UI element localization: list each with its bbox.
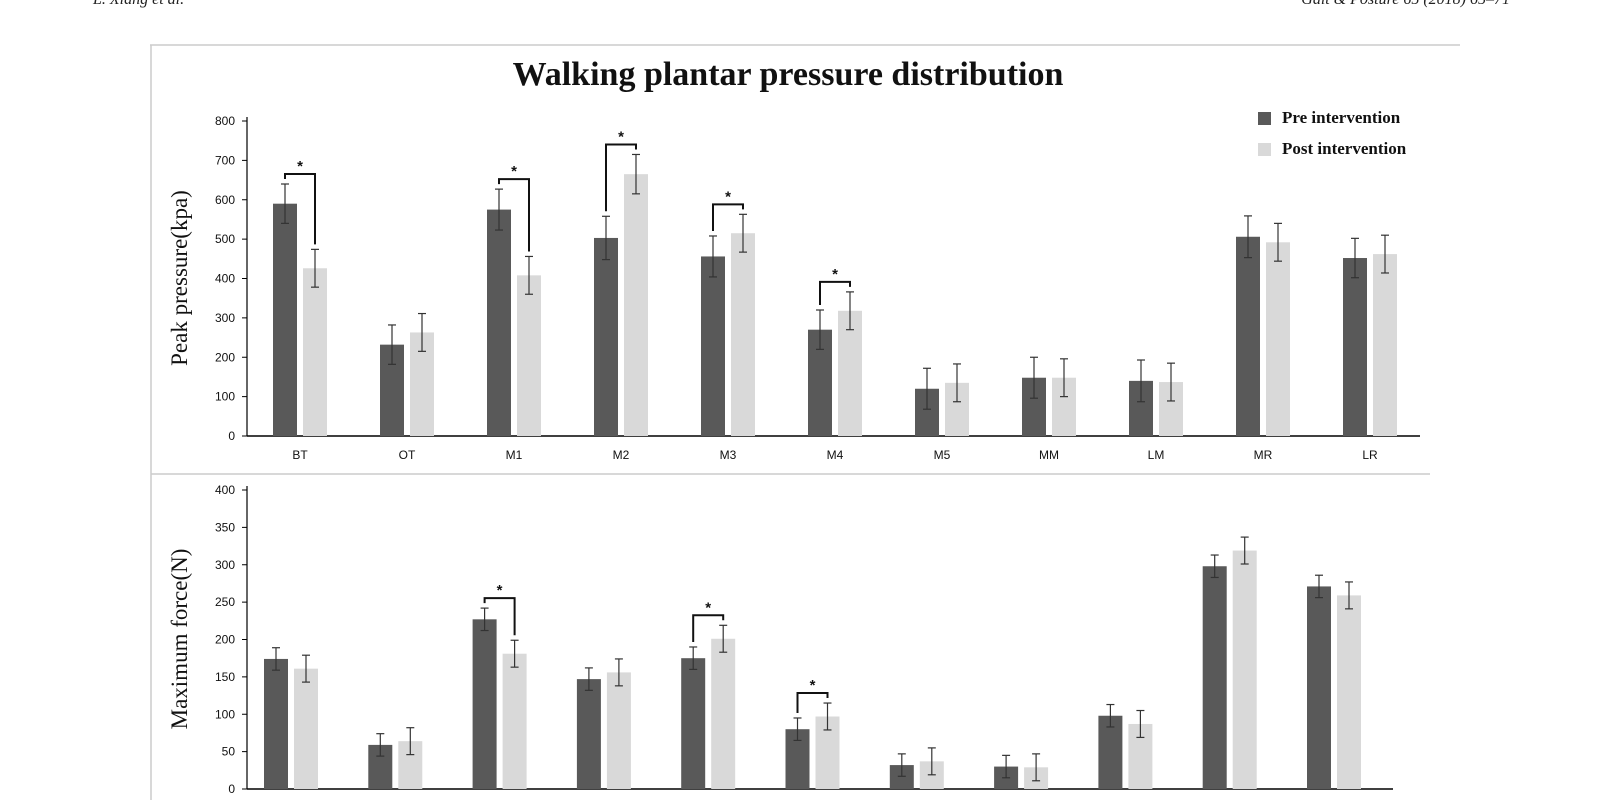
chart2-y-tick-label: 300: [215, 558, 235, 572]
chart1-significance-bracket: [819, 280, 851, 305]
chart1-y-tick-label: 400: [215, 272, 235, 286]
chart1-bar-pre: [487, 209, 511, 436]
chart1-category-label: M1: [506, 448, 523, 462]
chart1-bar-pre: [1343, 258, 1367, 436]
chart1-category-label: LR: [1362, 448, 1378, 462]
chart1-bar-pre: [1236, 236, 1260, 436]
running-header-author: L. Xiang et al.: [93, 0, 184, 9]
chart1-bar-post: [303, 268, 327, 436]
chart1-y-tick-label: 100: [215, 390, 235, 404]
chart2-bar-post: [1337, 595, 1361, 789]
chart2-bar-post: [711, 638, 736, 789]
chart2-y-tick-label: 200: [215, 633, 235, 647]
chart1-significance-bracket: [284, 173, 316, 245]
chart1-bar-post: [517, 275, 541, 436]
chart2-bar-post: [606, 672, 631, 789]
chart1-y-tick-label: 500: [215, 232, 235, 246]
chart1-category-label: MM: [1039, 448, 1059, 462]
chart1-significance-star: *: [511, 163, 517, 180]
chart1-y-tick-label: 700: [215, 153, 235, 167]
chart2-bar-pre: [681, 658, 706, 789]
chart1-significance-star: *: [832, 266, 838, 283]
chart1-significance-star: *: [725, 188, 731, 205]
chart1-category-label: OT: [399, 448, 416, 462]
chart2-y-tick-label: 400: [215, 483, 235, 497]
chart2-bar-post: [294, 668, 318, 789]
chart2-significance-bracket: [483, 597, 516, 636]
chart1-category-label: MR: [1254, 448, 1273, 462]
chart1-significance-star: *: [618, 128, 624, 145]
chart2-bar-post: [502, 653, 527, 789]
chart1-bar-pre: [273, 203, 297, 436]
chart1-category-label: LM: [1148, 448, 1165, 462]
chart2-bar-pre: [1098, 715, 1123, 789]
chart2-bar-pre: [889, 765, 914, 789]
chart2-y-tick-label: 150: [215, 670, 235, 684]
chart2-bar-pre: [472, 619, 497, 789]
chart1-y-tick-label: 0: [228, 429, 235, 443]
chart2-y-tick-label: 350: [215, 520, 235, 534]
chart2-bar-pre: [264, 658, 288, 789]
chart1-significance-bracket: [712, 203, 744, 231]
chart1-legend-label-pre: Pre intervention: [1282, 108, 1401, 127]
chart2-bar-post: [1232, 550, 1257, 789]
chart2-y-tick-label: 0: [228, 782, 235, 796]
chart2-y-tick-label: 100: [215, 707, 235, 721]
chart1-y-tick-label: 200: [215, 350, 235, 364]
chart2-significance-star: *: [810, 677, 816, 694]
chart2-significance-bracket: [692, 614, 725, 642]
chart1-category-label: M3: [720, 448, 737, 462]
chart1-bar-post: [1373, 254, 1397, 436]
chart1-legend-swatch-post: [1258, 143, 1271, 156]
chart2-y-tick-label: 50: [222, 745, 236, 759]
chart2-significance-bracket: [796, 692, 829, 713]
chart1-category-label: BT: [292, 448, 308, 462]
chart1-significance-star: *: [297, 158, 303, 175]
chart2-y-axis-label: Maximum force(N): [167, 549, 192, 730]
chart2-significance-star: *: [705, 599, 711, 616]
chart1-category-label: M4: [827, 448, 844, 462]
chart2-bar-pre: [576, 679, 601, 789]
chart1-y-axis-label: Peak pressure(kpa): [167, 190, 192, 366]
chart1-bar-post: [838, 310, 862, 436]
chart1-bar-pre: [701, 256, 725, 436]
chart1-title: Walking plantar pressure distribution: [513, 56, 1064, 93]
running-header-journal: Gait & Posture 65 (2018) 65–71: [1301, 0, 1510, 9]
chart2-significance-star: *: [497, 582, 503, 599]
chart1-category-label: M5: [934, 448, 951, 462]
chart1-legend-label-post: Post intervention: [1282, 139, 1407, 158]
chart1-y-tick-label: 300: [215, 311, 235, 325]
chart1-category-label: M2: [613, 448, 630, 462]
chart2-bar-pre: [1202, 566, 1227, 789]
chart2-y-tick-label: 250: [215, 595, 235, 609]
chart1-significance-bracket: [605, 143, 637, 212]
chart1-bar-post: [731, 233, 755, 436]
chart1-bar-post: [624, 174, 648, 436]
chart1-significance-bracket: [498, 178, 530, 252]
chart1-bar-post: [1266, 242, 1290, 436]
chart2-bar-pre: [1307, 586, 1331, 789]
chart1-y-tick-label: 800: [215, 114, 235, 128]
chart1-y-tick-label: 600: [215, 193, 235, 207]
chart1-legend-swatch-pre: [1258, 112, 1271, 125]
chart1-bar-pre: [594, 237, 618, 436]
